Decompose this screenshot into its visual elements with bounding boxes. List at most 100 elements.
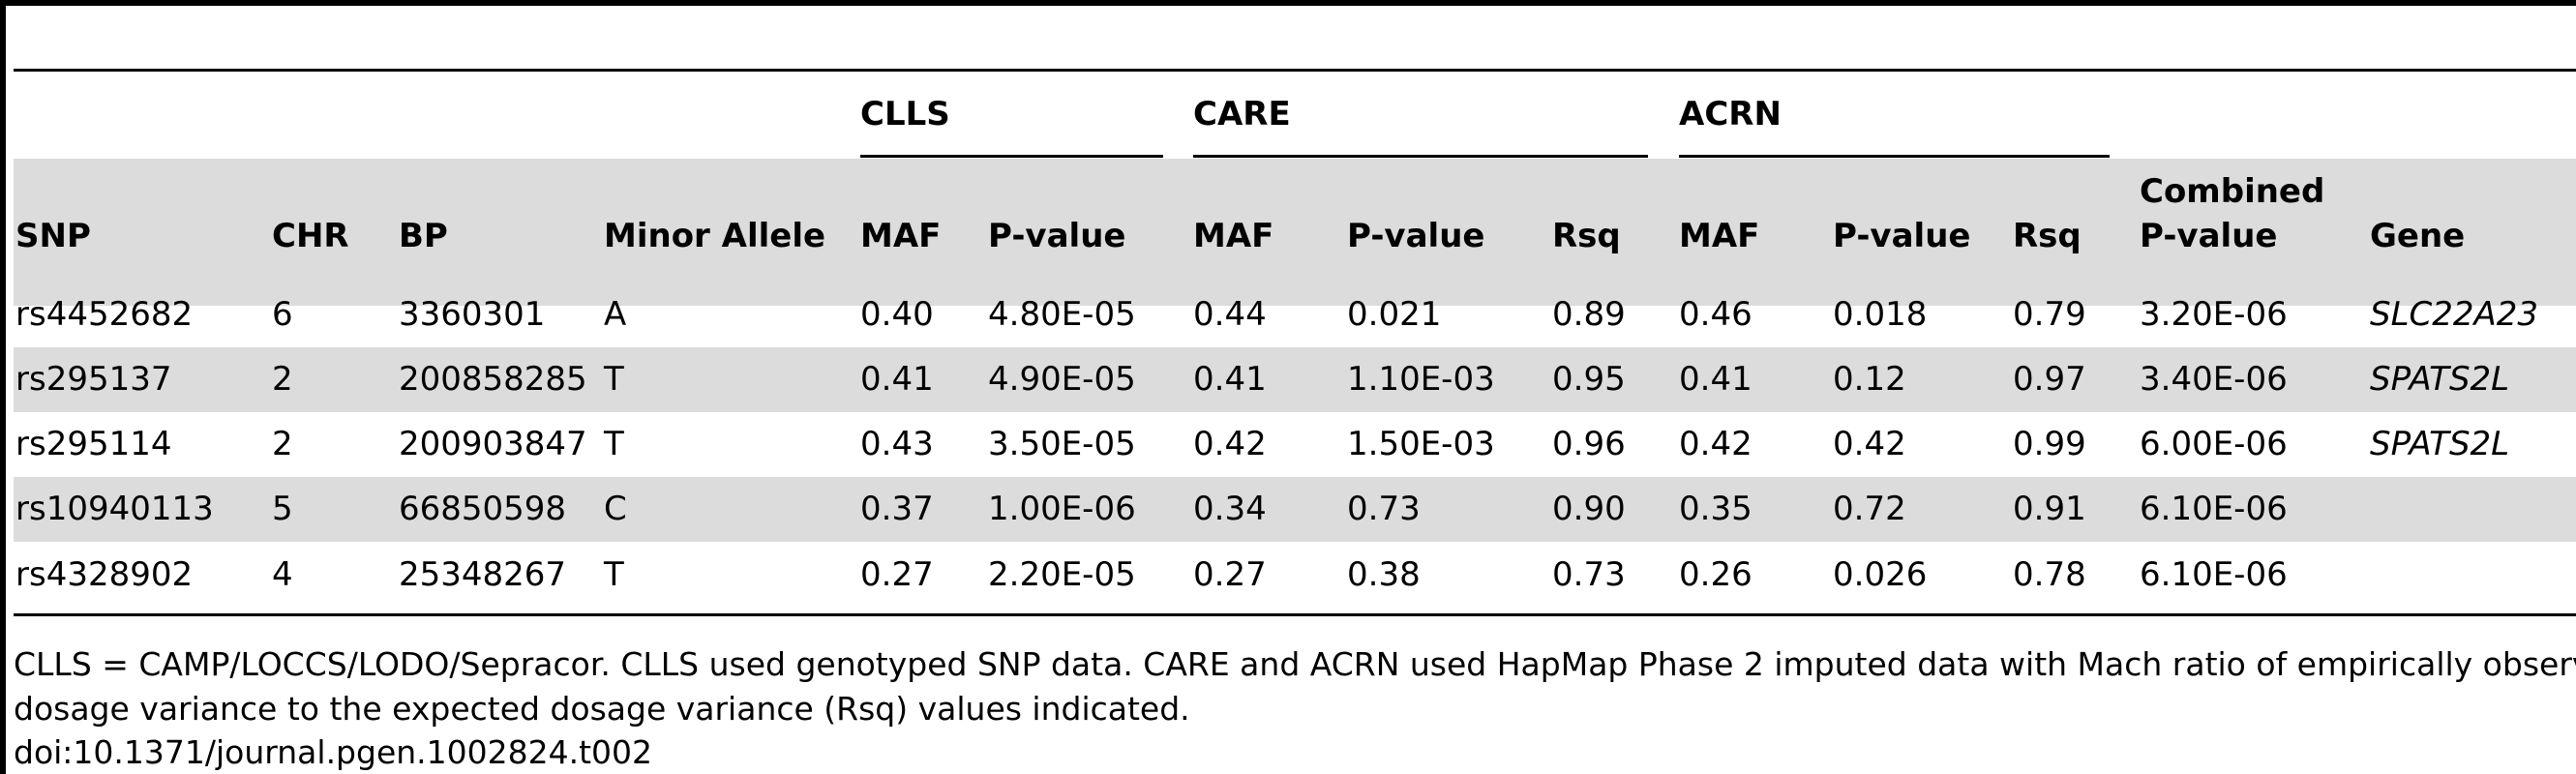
cell-clls-maf: 0.37 [860,490,934,528]
cell-combined-pvalue: 3.40E-06 [2140,360,2288,399]
group-header-acrn: ACRN [1679,95,1782,134]
column-header-bp: BP [399,217,448,255]
column-header-acrn-rsq: Rsq [2013,217,2082,255]
column-header-acrn-maf: MAF [1679,217,1760,255]
cell-gene: SPATS2L [2370,360,2510,399]
column-header-gene: Gene [2370,217,2466,255]
cell-bp: 3360301 [399,295,546,334]
cell-chr: 5 [272,490,293,528]
cell-acrn-rsq: 0.97 [2013,360,2086,399]
cell-chr: 2 [272,360,293,399]
cell-gene: SPATS2L [2370,425,2510,463]
cell-care-pvalue: 0.38 [1347,555,1421,594]
cell-clls-pvalue: 3.50E-05 [988,425,1136,463]
cell-acrn-pvalue: 0.018 [1833,295,1928,334]
cell-minor-allele: T [604,425,624,463]
cell-clls-maf: 0.27 [860,555,934,594]
cell-acrn-pvalue: 0.12 [1833,360,1906,399]
cell-chr: 2 [272,425,293,463]
cell-combined-pvalue: 3.20E-06 [2140,295,2288,334]
cell-clls-pvalue: 4.90E-05 [988,360,1136,399]
cell-care-maf: 0.44 [1193,295,1267,334]
column-header-combined-line2: P-value [2140,217,2278,255]
cell-combined-pvalue: 6.10E-06 [2140,555,2288,594]
header-band [14,159,2576,306]
cell-acrn-pvalue: 0.72 [1833,490,1906,528]
cell-care-rsq: 0.96 [1552,425,1626,463]
cell-care-pvalue: 1.50E-03 [1347,425,1495,463]
column-header-care-maf: MAF [1193,217,1274,255]
column-header-snp: SNP [15,217,91,255]
cell-care-maf: 0.42 [1193,425,1267,463]
cell-care-maf: 0.34 [1193,490,1267,528]
column-header-care-rsq: Rsq [1552,217,1621,255]
cell-clls-maf: 0.40 [860,295,934,334]
footnote-line-2: dosage variance to the expected dosage v… [14,690,1190,728]
column-header-clls-pvalue: P-value [988,217,1126,255]
group-header-care: CARE [1193,95,1291,134]
cell-combined-pvalue: 6.00E-06 [2140,425,2288,463]
cell-care-maf: 0.41 [1193,360,1267,399]
cell-clls-maf: 0.43 [860,425,934,463]
cell-acrn-maf: 0.42 [1679,425,1752,463]
cell-acrn-maf: 0.46 [1679,295,1752,334]
group-underline-acrn [1679,155,2110,158]
column-header-minor-allele: Minor Allele [604,217,826,255]
column-header-acrn-pvalue: P-value [1833,217,1971,255]
cell-acrn-maf: 0.35 [1679,490,1752,528]
cell-snp: rs4452682 [15,295,194,334]
footnote-line-1: CLLS = CAMP/LOCCS/LODO/Sepracor. CLLS us… [14,645,2576,683]
cell-snp: rs4328902 [15,555,194,594]
cell-snp: rs295137 [15,360,172,399]
cell-clls-pvalue: 4.80E-05 [988,295,1136,334]
cell-snp: rs295114 [15,425,172,463]
column-header-chr: CHR [272,217,349,255]
left-border [0,0,6,774]
column-header-clls-maf: MAF [860,217,942,255]
cell-chr: 4 [272,555,293,594]
cell-bp: 66850598 [399,490,567,528]
row-band-2 [14,347,2576,412]
cell-acrn-rsq: 0.79 [2013,295,2086,334]
table-top-rule [14,69,2576,72]
doi-text: doi:10.1371/journal.pgen.1002824.t002 [14,733,653,771]
cell-care-rsq: 0.89 [1552,295,1626,334]
cell-care-rsq: 0.95 [1552,360,1626,399]
cell-minor-allele: T [604,360,624,399]
top-border [6,0,2576,6]
column-header-combined-line1: Combined [2140,172,2325,211]
cell-bp: 200858285 [399,360,587,399]
cell-bp: 25348267 [399,555,567,594]
cell-gene: SLC22A23 [2370,295,2539,334]
cell-acrn-pvalue: 0.42 [1833,425,1906,463]
cell-minor-allele: C [604,490,627,528]
table-bottom-rule [14,613,2576,616]
cell-clls-pvalue: 2.20E-05 [988,555,1136,594]
cell-care-pvalue: 0.021 [1347,295,1442,334]
cell-minor-allele: A [604,295,627,334]
cell-care-pvalue: 0.73 [1347,490,1421,528]
cell-care-maf: 0.27 [1193,555,1267,594]
cell-clls-pvalue: 1.00E-06 [988,490,1136,528]
group-header-clls: CLLS [860,95,950,134]
cell-acrn-maf: 0.41 [1679,360,1752,399]
cell-chr: 6 [272,295,293,334]
cell-bp: 200903847 [399,425,587,463]
cell-acrn-rsq: 0.78 [2013,555,2086,594]
cell-acrn-rsq: 0.91 [2013,490,2086,528]
cell-care-rsq: 0.90 [1552,490,1626,528]
cell-snp: rs10940113 [15,490,214,528]
group-underline-clls [860,155,1163,158]
group-underline-care [1193,155,1648,158]
cell-minor-allele: T [604,555,624,594]
cell-clls-maf: 0.41 [860,360,934,399]
row-band-4 [14,477,2576,542]
cell-acrn-maf: 0.26 [1679,555,1752,594]
cell-care-rsq: 0.73 [1552,555,1626,594]
cell-care-pvalue: 1.10E-03 [1347,360,1495,399]
cell-acrn-rsq: 0.99 [2013,425,2086,463]
cell-combined-pvalue: 6.10E-06 [2140,490,2288,528]
column-header-care-pvalue: P-value [1347,217,1485,255]
cell-acrn-pvalue: 0.026 [1833,555,1928,594]
